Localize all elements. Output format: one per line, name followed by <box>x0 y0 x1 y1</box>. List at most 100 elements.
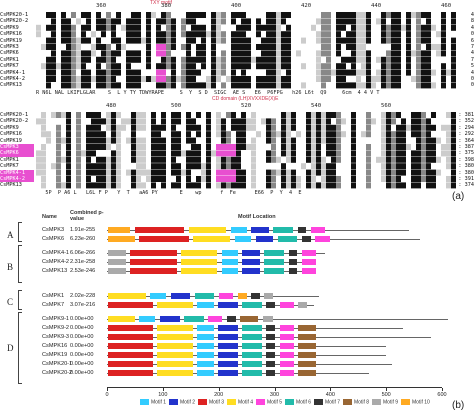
alignment-block2 <box>36 112 456 189</box>
residue-cell <box>81 150 86 157</box>
residue-cell <box>336 50 341 57</box>
residue-cell <box>356 37 361 44</box>
residue-cell <box>286 150 291 157</box>
residue-cell <box>86 124 91 131</box>
residue-cell <box>351 37 356 44</box>
residue-cell <box>426 24 431 31</box>
residue-cell <box>36 24 41 31</box>
residue-cell <box>166 31 171 38</box>
residue-cell <box>236 169 241 176</box>
residue-cell <box>111 56 116 63</box>
residue-cell <box>286 12 291 18</box>
motif-box <box>242 302 262 308</box>
residue-cell <box>81 63 86 70</box>
residue-cell <box>111 50 116 57</box>
residue-cell <box>51 18 56 25</box>
residue-cell <box>96 12 101 18</box>
residue-cell <box>396 137 401 144</box>
residue-cell <box>91 50 96 57</box>
residue-cell <box>66 112 71 118</box>
residue-cell <box>236 76 241 82</box>
residue-cell <box>131 31 136 38</box>
residue-cell <box>71 69 76 76</box>
motif-box <box>221 259 238 265</box>
residue-cell <box>396 24 401 31</box>
residue-cell <box>181 44 186 50</box>
residue-cell <box>271 37 276 44</box>
protein-pvalue: 0.00e+00 <box>70 334 94 340</box>
residue-cell <box>266 163 271 170</box>
residue-cell <box>116 76 121 82</box>
residue-cell <box>446 169 451 176</box>
residue-cell <box>131 24 136 31</box>
residue-cell <box>401 169 406 176</box>
legend-label: Motif 7 <box>325 399 341 406</box>
residue-cell <box>206 76 211 82</box>
seq-end: 4 <box>470 50 474 57</box>
residue-cell <box>66 37 71 44</box>
residue-cell <box>76 18 81 25</box>
residue-cell <box>416 137 421 144</box>
header-location: Motif Location <box>238 214 276 220</box>
residue-cell <box>171 112 176 118</box>
residue-cell <box>231 50 236 57</box>
residue-cell <box>311 144 316 150</box>
legend-item: Motif 4 <box>227 399 253 409</box>
residue-cell <box>446 112 451 118</box>
residue-cell <box>416 31 421 38</box>
legend-label: Motif 1 <box>151 399 167 406</box>
residue-cell <box>396 56 401 63</box>
residue-cell <box>51 24 56 31</box>
residue-cell <box>231 144 236 150</box>
residue-cell <box>136 156 141 163</box>
residue-cell <box>151 156 156 163</box>
residue-cell <box>61 56 66 63</box>
residue-cell <box>316 137 321 144</box>
residue-cell <box>351 69 356 76</box>
ruler-block2: 480 500 520 540 560 <box>36 103 456 111</box>
residue-cell <box>171 44 176 50</box>
residue-cell <box>156 12 161 18</box>
residue-cell <box>406 31 411 38</box>
residue-cell <box>101 131 106 138</box>
residue-cell <box>111 82 116 89</box>
residue-cell <box>401 144 406 150</box>
residue-cell <box>166 37 171 44</box>
residue-cell <box>276 63 281 70</box>
residue-cell <box>46 18 51 25</box>
residue-cell <box>241 44 246 50</box>
residue-cell <box>346 31 351 38</box>
residue-cell <box>391 24 396 31</box>
residue-cell <box>96 131 101 138</box>
residue-cell <box>136 176 141 182</box>
residue-cell <box>191 182 196 189</box>
residue-cell <box>336 124 341 131</box>
legend-swatch <box>227 399 236 405</box>
residue-cell <box>291 131 296 138</box>
residue-cell <box>216 137 221 144</box>
residue-cell <box>436 44 441 50</box>
residue-cell <box>221 131 226 138</box>
residue-cell <box>311 176 316 182</box>
residue-cell <box>366 63 371 70</box>
residue-cell <box>391 137 396 144</box>
residue-cell <box>411 118 416 125</box>
residue-cell <box>436 50 441 57</box>
residue-cell <box>221 144 226 150</box>
legend-swatch <box>285 399 294 405</box>
residue-cell <box>396 18 401 25</box>
residue-cell <box>96 182 101 189</box>
protein-name: CsMPK20-2 <box>42 370 73 376</box>
residue-cell <box>211 56 216 63</box>
residue-cell <box>406 76 411 82</box>
residue-cell <box>426 56 431 63</box>
residue-cell <box>286 131 291 138</box>
residue-cell <box>416 37 421 44</box>
residue-cell <box>426 37 431 44</box>
residue-cell <box>286 56 291 63</box>
residue-cell <box>161 144 166 150</box>
residue-cell <box>96 163 101 170</box>
residue-cell <box>426 176 431 182</box>
legend-swatch <box>169 399 178 405</box>
residue-cell <box>76 44 81 50</box>
